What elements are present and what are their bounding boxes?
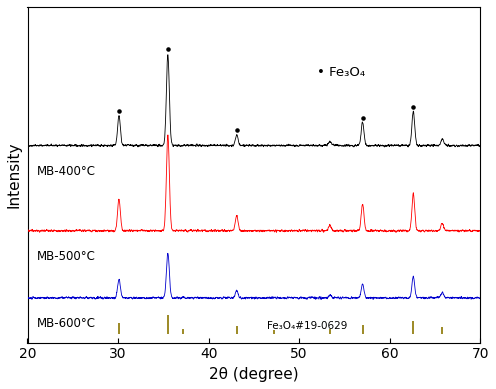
Text: MB-600°C: MB-600°C — [37, 317, 96, 330]
Text: MB-500°C: MB-500°C — [37, 250, 95, 263]
Text: • Fe₃O₄: • Fe₃O₄ — [317, 66, 366, 79]
Text: MB-400°C: MB-400°C — [37, 165, 96, 178]
Text: Fe₃O₄#19-0629: Fe₃O₄#19-0629 — [267, 321, 348, 331]
Y-axis label: Intensity: Intensity — [7, 142, 22, 208]
X-axis label: 2θ (degree): 2θ (degree) — [209, 367, 299, 382]
